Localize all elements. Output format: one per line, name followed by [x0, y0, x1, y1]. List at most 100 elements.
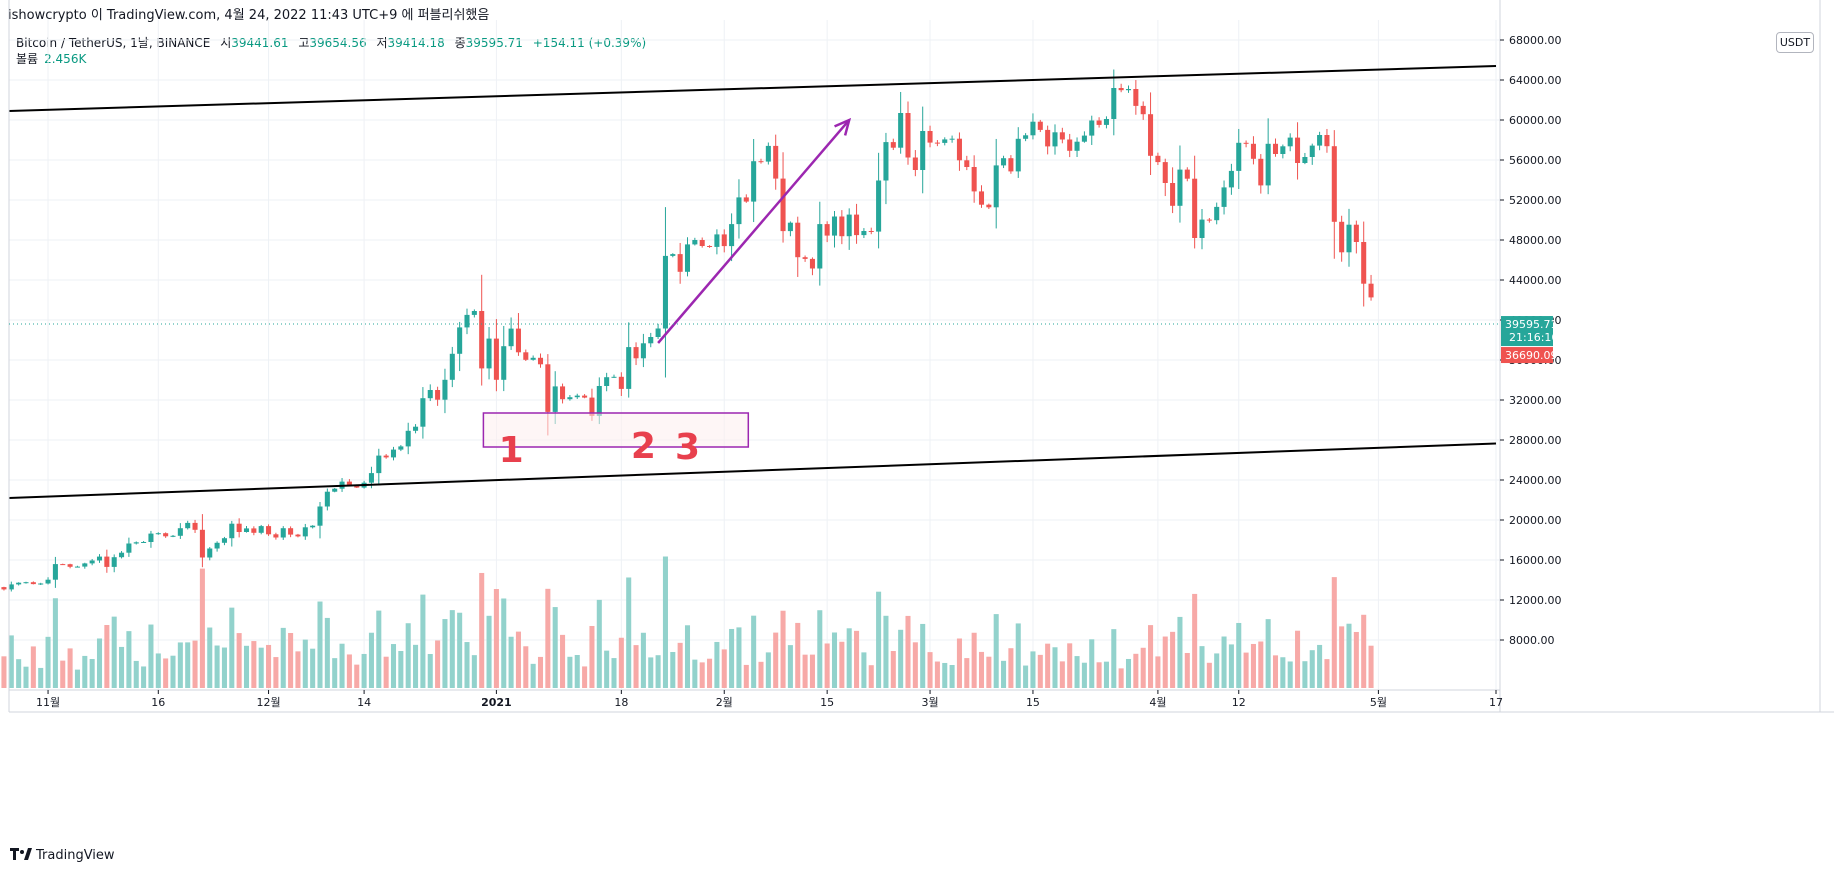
candle-body-82 [346, 481, 352, 486]
volume-bar-122 [640, 632, 646, 688]
candle-body-118 [611, 376, 617, 378]
candle-body-127 [677, 254, 683, 272]
trend-arrow-head[interactable] [834, 117, 852, 136]
candle-body-202 [1228, 170, 1234, 188]
volume-bar-35 [1, 656, 7, 688]
candle-body-148 [831, 216, 838, 236]
candle-body-158 [905, 113, 911, 158]
volume-bar-183 [1089, 639, 1095, 688]
trend-arrow-line[interactable] [657, 119, 851, 344]
candle-body-117 [604, 377, 610, 386]
channel-upper-line[interactable] [8, 65, 1497, 112]
candle-body-170 [993, 165, 999, 208]
volume-bar-120 [626, 577, 632, 688]
volume-bar-75 [295, 651, 301, 688]
candle-body-220 [1361, 242, 1367, 284]
volume-bar-206 [1258, 641, 1264, 688]
volume-bar-89 [398, 650, 404, 688]
y-tick-label-2: 16000.00 [1509, 554, 1562, 567]
volume-bar-164 [949, 665, 955, 688]
volume-bar-50 [111, 616, 117, 688]
candle-body-40 [38, 583, 44, 585]
candle-body-138 [758, 161, 764, 163]
candle-body-43 [60, 564, 66, 566]
volume-bar-220 [1361, 614, 1367, 688]
y-tick-label-11: 52000.00 [1509, 194, 1562, 207]
volume-bar-100 [479, 572, 485, 688]
annotation-label-3[interactable]: 3 [675, 427, 700, 468]
x-tick-label-3: 16 [151, 696, 165, 709]
volume-bar-132 [714, 641, 720, 688]
candle-body-221 [1368, 283, 1374, 298]
annotation-label-1[interactable]: 1 [499, 430, 524, 471]
volume-bar-214 [1317, 644, 1323, 688]
volume-bar-115 [589, 625, 595, 688]
volume-bar-76 [302, 639, 308, 688]
candle-body-153 [868, 231, 874, 232]
volume-bar-81 [339, 643, 345, 688]
volume-bar-152 [861, 652, 867, 688]
candle-body-213 [1309, 145, 1315, 157]
candle-body-137 [751, 161, 757, 202]
candle-body-159 [912, 157, 918, 170]
candle-body-141 [780, 178, 786, 232]
candle-body-169 [986, 204, 992, 208]
volume-bar-108 [537, 656, 544, 688]
annotation-label-2[interactable]: 2 [631, 426, 656, 467]
volume-bar-117 [604, 650, 610, 688]
volume-bar-171 [1001, 660, 1007, 688]
last-price-tag-value: 39595.71 [1505, 318, 1558, 331]
candle-body-63 [207, 548, 213, 558]
candle-body-129 [692, 240, 698, 245]
candle-body-210 [1287, 137, 1293, 147]
y-tick-label-14: 64000.00 [1509, 74, 1562, 87]
candle-body-57 [163, 533, 169, 537]
candle-body-183 [1089, 120, 1095, 136]
candle-body-41 [45, 579, 51, 584]
candle-body-192 [1155, 155, 1161, 163]
volume-bar-138 [758, 661, 764, 688]
y-tick-label-6: 32000.00 [1509, 394, 1562, 407]
candle-body-113 [574, 395, 580, 398]
volume-label[interactable]: 볼륨 [16, 52, 39, 66]
volume-bar-87 [383, 656, 389, 688]
y-tick-label-13: 60000.00 [1509, 114, 1562, 127]
volume-bar-112 [567, 656, 573, 688]
candle-body-135 [736, 197, 742, 225]
volume-bar-191 [1148, 625, 1154, 688]
candle-body-172 [1008, 158, 1014, 172]
volume-bar-62 [199, 568, 205, 688]
volume-bar-118 [611, 658, 617, 688]
grid-lines [9, 20, 1500, 690]
candle-body-122 [640, 343, 646, 359]
support-box[interactable] [482, 412, 750, 448]
volume-bar-163 [942, 662, 948, 688]
volume-bar-72 [273, 657, 279, 688]
candle-body-174 [1023, 135, 1029, 139]
candle-body-132 [714, 234, 720, 247]
candle-body-103 [501, 346, 507, 380]
x-tick-label-10: 3월 [921, 696, 938, 709]
currency-button[interactable]: USDT [1776, 32, 1814, 53]
candle-body-68 [243, 528, 250, 532]
volume-bar-202 [1228, 644, 1234, 688]
candle-body-197 [1192, 178, 1198, 238]
volume-bar-126 [670, 651, 676, 688]
candle-body-193 [1162, 162, 1168, 183]
candle-body-115 [589, 397, 595, 416]
volume-bar-194 [1170, 631, 1176, 688]
volume-bar-208 [1272, 655, 1279, 688]
volume-bar-107 [530, 663, 536, 688]
volume-bar-101 [486, 615, 492, 688]
candle-body-219 [1353, 224, 1359, 242]
candle-body-176 [1037, 121, 1043, 130]
candle-body-74 [288, 528, 294, 535]
volume-bar-66 [229, 607, 235, 688]
candle-body-88 [390, 449, 397, 458]
volume-bar-136 [743, 664, 749, 688]
candle-body-75 [295, 534, 301, 537]
candle-body-50 [111, 557, 117, 567]
channel-lower-line[interactable] [8, 442, 1497, 499]
